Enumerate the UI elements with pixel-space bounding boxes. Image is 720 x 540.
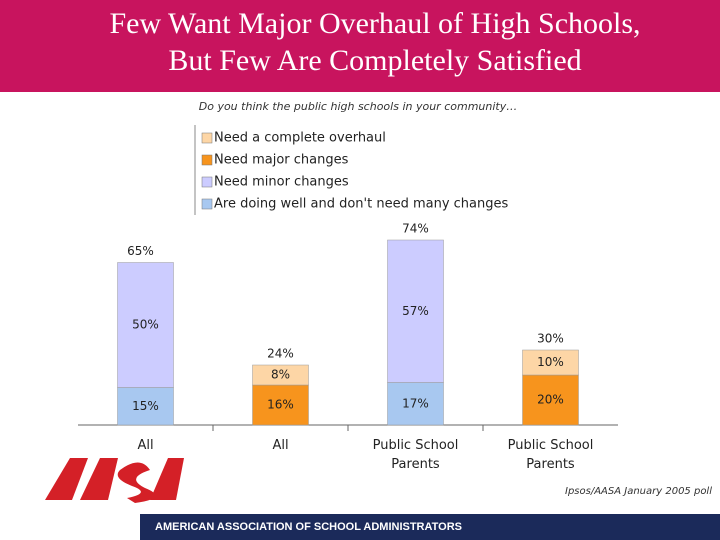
total-label: 24% [267,347,294,361]
value-label: 50% [132,318,159,332]
x-tick-label: Public School Parents [507,438,594,472]
title-line: But Few Are Completely Satisfied [168,44,581,77]
logo [45,458,184,503]
bar-segment [252,364,309,386]
logo-shape [80,458,118,500]
legend-label: Need minor changes [214,175,349,190]
legend-label: Need major changes [214,153,349,168]
legend-label: Need a complete overhaul [214,131,386,146]
x-tick-label: Public School Parents [372,438,459,472]
footer-band [140,514,720,540]
bar-segment [387,382,444,426]
logo-shape [117,462,156,503]
value-label: 17% [402,396,429,410]
value-label: 20% [537,393,564,407]
value-label: 8% [271,368,290,382]
title-band [0,0,720,92]
value-label: 10% [537,355,564,369]
legend-swatch [201,154,213,166]
bar-segment [117,387,174,426]
organization: AMERICAN ASSOCIATION OF SCHOOL ADMINISTR… [155,521,462,533]
value-label: 16% [267,398,294,412]
total-label: 74% [402,222,429,236]
bar-segment [522,374,579,426]
source: Ipsos/AASA January 2005 poll [565,486,712,497]
bar-segment [387,239,444,383]
legend-swatch [201,132,213,144]
total-label: 65% [127,244,154,258]
legend-swatch [201,198,213,210]
value-label: 57% [402,304,429,318]
x-tick-label: All [137,438,154,453]
bar-segment [522,349,579,376]
title-line: Few Want Major Overhaul of High Schools, [109,7,640,40]
x-tick-label: All [272,438,289,453]
logo-shape [150,458,184,500]
legend-swatch [201,176,213,188]
subtitle: Do you think the public high schools in … [199,100,517,113]
bar-segment [117,262,174,388]
total-label: 30% [537,332,564,346]
logo-shape [45,458,88,500]
bar-segment [252,384,309,426]
value-label: 15% [132,399,159,413]
legend-label: Are doing well and don't need many chang… [214,197,509,212]
